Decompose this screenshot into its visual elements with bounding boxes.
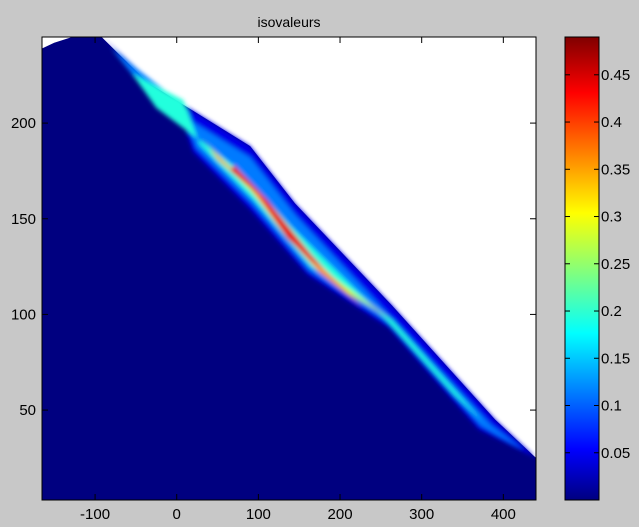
colorbar-frame xyxy=(564,36,600,501)
colorbar-gradient xyxy=(565,37,599,500)
plot-area: -100 0 100 200 300 400 50 100 150 200 xyxy=(11,36,537,523)
colorbar-ticks: 0.05 0.1 0.15 0.2 0.25 0.3 0.35 0.4 0.45 xyxy=(565,67,630,462)
colorbar-tick-label: 0.15 xyxy=(601,350,630,367)
x-tick-label: 0 xyxy=(173,506,181,523)
y-tick-label: 150 xyxy=(11,211,36,228)
chart-title: isovaleurs xyxy=(257,14,320,30)
domain-region xyxy=(42,37,536,500)
x-tick-label: 100 xyxy=(246,506,271,523)
y-axis: 50 100 150 200 xyxy=(11,115,536,419)
colorbar-tick-label: 0.05 xyxy=(601,445,630,462)
colorbar-tick-label: 0.3 xyxy=(601,209,622,226)
colorbar-tick-label: 0.4 xyxy=(601,114,622,131)
colorbar-tick-label: 0.45 xyxy=(601,67,630,84)
plot-frame xyxy=(41,36,537,501)
colorbar-tick-label: 0.2 xyxy=(601,303,622,320)
colorbar-tick-label: 0.25 xyxy=(601,256,630,273)
colorbar-tick-label: 0.1 xyxy=(601,398,622,415)
colorbar-tick-label: 0.35 xyxy=(601,161,630,178)
x-tick-label: 400 xyxy=(491,506,516,523)
x-tick-label: 300 xyxy=(409,506,434,523)
y-tick-label: 200 xyxy=(11,115,36,132)
x-axis: -100 0 100 200 300 400 xyxy=(80,37,516,523)
isovalue-band-1 xyxy=(111,48,524,451)
x-tick-label: 200 xyxy=(328,506,353,523)
colorbar: 0.05 0.1 0.15 0.2 0.25 0.3 0.35 0.4 0.45 xyxy=(564,36,630,501)
isovalue-bands xyxy=(101,37,536,458)
y-tick-label: 100 xyxy=(11,306,36,323)
x-tick-label: -100 xyxy=(80,506,110,523)
y-tick-label: 50 xyxy=(19,402,36,419)
isovalue-band-5 xyxy=(230,165,324,269)
